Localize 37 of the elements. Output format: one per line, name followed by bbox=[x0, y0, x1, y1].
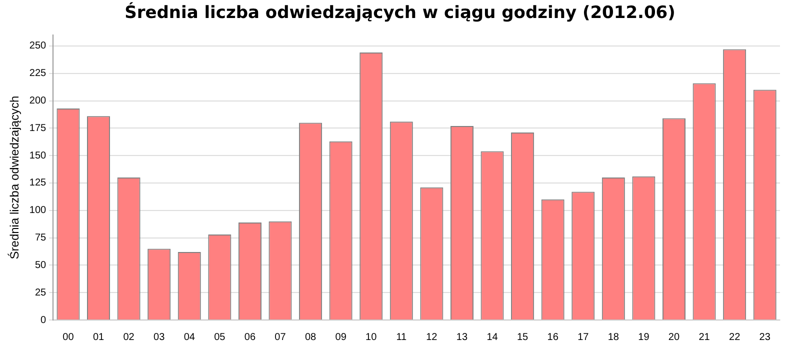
x-tick-label: 13 bbox=[456, 332, 468, 343]
x-tick-label: 04 bbox=[184, 332, 196, 343]
x-tick-label: 16 bbox=[547, 332, 559, 343]
x-tick-label: 19 bbox=[638, 332, 650, 343]
x-tick-label: 12 bbox=[426, 332, 438, 343]
y-tick-label: 75 bbox=[34, 232, 47, 244]
x-tick-label: 18 bbox=[608, 332, 620, 343]
x-tick-label: 09 bbox=[335, 332, 347, 343]
x-tick-label: 07 bbox=[274, 332, 286, 343]
y-tick-label: 25 bbox=[34, 287, 47, 298]
y-tick-label: 125 bbox=[29, 178, 47, 189]
x-tick-label: 01 bbox=[92, 332, 105, 343]
y-tick-label: 100 bbox=[29, 205, 47, 216]
y-tick-label: 150 bbox=[29, 150, 47, 162]
chart-title: Średnia liczba odwiedzających w ciągu godziny (2012.06) bbox=[124, 1, 676, 25]
x-tick-label: 02 bbox=[123, 332, 135, 343]
y-tick-label: 175 bbox=[29, 122, 47, 134]
y-tick-label: 200 bbox=[29, 96, 47, 107]
y-axis-title: Średnia liczba odwiedzających bbox=[8, 96, 22, 260]
x-tick-label: 00 bbox=[62, 332, 74, 343]
y-tick-label: 250 bbox=[29, 40, 47, 52]
y-tick-label: 0 bbox=[40, 314, 47, 326]
x-tick-label: 10 bbox=[366, 332, 378, 343]
x-tick-label: 15 bbox=[516, 332, 529, 343]
x-tick-label: 08 bbox=[304, 332, 317, 343]
x-tick-label: 22 bbox=[729, 332, 741, 343]
x-tick-label: 03 bbox=[154, 332, 166, 343]
x-tick-label: 14 bbox=[486, 332, 498, 343]
x-tick-label: 11 bbox=[396, 332, 408, 343]
x-tick-label: 21 bbox=[698, 332, 710, 343]
x-tick-label: 23 bbox=[759, 332, 771, 343]
x-tick-label: 17 bbox=[578, 332, 590, 343]
y-tick-label: 225 bbox=[29, 68, 47, 80]
x-tick-label: 06 bbox=[244, 332, 256, 343]
y-tick-label: 50 bbox=[34, 260, 47, 271]
x-tick-label: 20 bbox=[668, 332, 680, 343]
x-tick-label: 05 bbox=[214, 332, 226, 343]
